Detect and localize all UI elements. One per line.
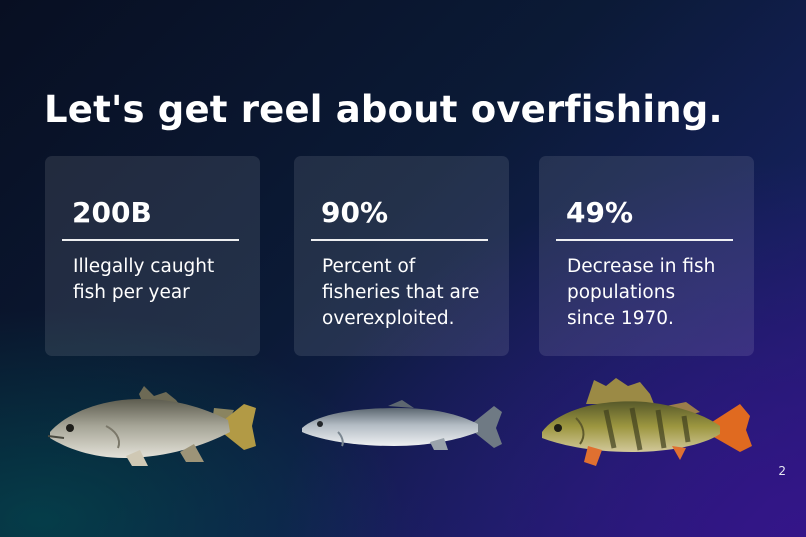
stat-description: Percent of fisheries that are overexploi… [322, 256, 480, 329]
slide-title: Let's get reel about overfishing. [44, 88, 723, 131]
stat-value: 49% [566, 196, 634, 229]
stat-description: Illegally caught fish per year [73, 256, 215, 303]
stat-description: Decrease in fish populations since 1970. [567, 256, 716, 329]
stat-card-population-decrease: 49% Decrease in fish populations since 1… [539, 156, 754, 356]
divider [311, 239, 488, 241]
stat-value: 200B [72, 196, 152, 229]
stat-card-illegal-catch: 200B Illegally caught fish per year [45, 156, 260, 356]
divider [62, 239, 239, 241]
salmon-fish-image [302, 400, 502, 450]
perch-fish-image [542, 378, 752, 466]
stat-card-overexploited: 90% Percent of fisheries that are overex… [294, 156, 509, 356]
page-number: 2 [778, 464, 786, 478]
barramundi-fish-image [47, 386, 256, 466]
stat-value: 90% [321, 196, 389, 229]
divider [556, 239, 733, 241]
